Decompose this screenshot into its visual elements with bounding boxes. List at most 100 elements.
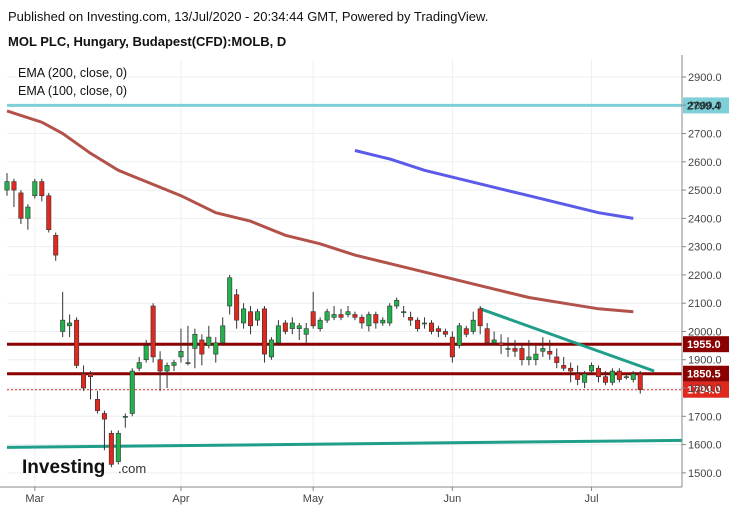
candle-body: [213, 342, 219, 355]
candle: [101, 410, 107, 451]
y-tick-label: 2600.0: [688, 157, 722, 169]
candle: [547, 339, 553, 360]
candle: [199, 334, 205, 366]
candle: [94, 390, 100, 414]
candle-body: [498, 342, 504, 346]
candle: [428, 320, 434, 335]
candle: [408, 311, 414, 326]
y-tick-label: 2000.0: [688, 326, 722, 338]
level-price-tag: [683, 336, 729, 353]
ema200-line: [6, 109, 634, 314]
candle-body: [310, 311, 316, 327]
candle: [387, 303, 393, 326]
candle: [526, 339, 532, 366]
candle: [192, 328, 198, 369]
candle: [630, 371, 636, 383]
x-tick-label: May: [303, 493, 324, 505]
candle-body: [623, 376, 629, 379]
candle-body: [575, 373, 581, 380]
last-price-label: 1794.0: [687, 385, 721, 397]
candle: [373, 311, 379, 329]
candle: [136, 356, 142, 372]
candle: [519, 345, 525, 366]
candle: [150, 303, 156, 363]
candle-body: [491, 339, 497, 344]
candle: [303, 322, 309, 343]
x-tick-label: Jul: [585, 493, 599, 505]
candle: [394, 297, 400, 309]
candle-body: [401, 311, 407, 313]
candle-body: [11, 181, 17, 191]
candle: [602, 371, 608, 386]
candle-body: [4, 181, 10, 191]
candle: [241, 303, 247, 329]
candle-body: [394, 300, 400, 307]
candle: [206, 325, 212, 349]
y-tick-label: 1700.0: [688, 411, 722, 423]
axes: 1500.0 1600.0 1700.0 1800.0 1900.0 2000.0 2100…: [0, 55, 722, 505]
candle-body: [435, 328, 441, 332]
candle-body: [178, 350, 184, 358]
candle-body: [463, 328, 469, 335]
candle: [491, 331, 497, 346]
candle-body: [602, 376, 608, 383]
candle-body: [206, 336, 212, 346]
candle: [275, 320, 281, 346]
candle: [324, 308, 330, 323]
candle-body: [101, 413, 107, 420]
level-price-tag: [683, 97, 729, 114]
candle-body: [428, 322, 434, 332]
candle-body: [157, 359, 163, 372]
candle: [317, 317, 323, 332]
candle-body: [359, 317, 365, 324]
candle-body: [60, 319, 66, 332]
candle: [60, 291, 66, 338]
candle-body: [289, 322, 295, 329]
candle-body: [317, 319, 323, 329]
candle: [53, 232, 59, 261]
candle-body: [373, 314, 379, 324]
last-price-tag: [683, 381, 729, 398]
candle: [81, 365, 87, 391]
x-tick-label: Mar: [25, 493, 44, 505]
candle: [234, 289, 240, 329]
candle: [32, 178, 38, 199]
candle: [359, 314, 365, 329]
candle-body: [67, 322, 73, 327]
candle: [575, 365, 581, 386]
candle: [143, 339, 149, 363]
candle: [505, 337, 511, 357]
trend-lines: [6, 307, 683, 449]
y-tick-label: 2800.0: [688, 100, 722, 112]
candle-body: [296, 325, 302, 329]
level-price-label: 1955.0: [687, 339, 721, 351]
candle: [415, 317, 421, 332]
candle-body: [143, 345, 149, 361]
candle-body: [81, 373, 87, 389]
candle: [345, 306, 351, 318]
candle: [310, 291, 316, 329]
candle: [568, 362, 574, 383]
candle-body: [53, 235, 59, 256]
x-tick-label: Jun: [443, 493, 461, 505]
candle: [282, 320, 288, 335]
candle-body: [456, 325, 462, 346]
candle-body: [408, 317, 414, 321]
candle: [129, 368, 135, 417]
candle-body: [136, 362, 142, 369]
candle: [422, 317, 428, 329]
instrument-title: MOL PLC, Hungary, Budapest(CFD):MOLB, D: [8, 34, 287, 49]
candle-body: [248, 311, 254, 327]
candle-body: [595, 367, 601, 378]
candle-body: [32, 181, 38, 197]
candle: [46, 192, 52, 233]
candle-body: [234, 294, 240, 321]
candle: [456, 322, 462, 349]
candle-body: [540, 348, 546, 352]
y-tick-label: 2900.0: [688, 72, 722, 84]
candle-body: [512, 348, 518, 352]
candle: [561, 356, 567, 372]
candle-body: [630, 373, 636, 380]
candle-body: [505, 348, 511, 350]
